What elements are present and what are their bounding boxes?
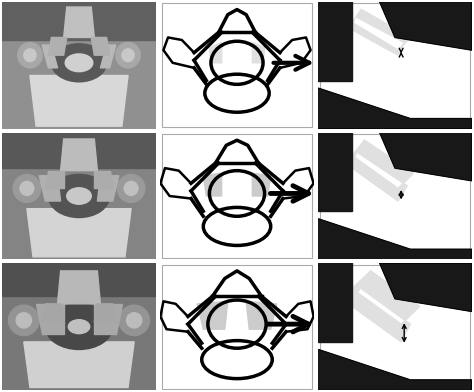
Polygon shape: [94, 304, 122, 334]
Ellipse shape: [48, 174, 109, 218]
Polygon shape: [319, 88, 472, 129]
Ellipse shape: [127, 313, 142, 328]
Ellipse shape: [122, 49, 134, 62]
Ellipse shape: [16, 313, 31, 328]
Ellipse shape: [46, 304, 113, 350]
Ellipse shape: [117, 174, 145, 202]
Polygon shape: [61, 139, 97, 171]
Polygon shape: [352, 140, 413, 201]
Ellipse shape: [124, 181, 138, 195]
Polygon shape: [42, 45, 57, 68]
Polygon shape: [246, 301, 277, 329]
Polygon shape: [57, 271, 100, 304]
Polygon shape: [97, 176, 119, 201]
Ellipse shape: [119, 305, 149, 336]
Polygon shape: [24, 342, 134, 388]
Polygon shape: [380, 2, 472, 50]
Polygon shape: [48, 38, 67, 55]
Polygon shape: [252, 173, 271, 196]
Ellipse shape: [24, 49, 36, 62]
Ellipse shape: [51, 44, 107, 82]
Ellipse shape: [13, 174, 41, 202]
Ellipse shape: [9, 305, 39, 336]
Ellipse shape: [20, 181, 34, 195]
Polygon shape: [352, 17, 404, 55]
Polygon shape: [210, 42, 222, 63]
Bar: [2, 263, 155, 296]
Polygon shape: [39, 176, 61, 201]
Polygon shape: [352, 153, 407, 201]
Ellipse shape: [68, 320, 90, 334]
Polygon shape: [352, 9, 410, 50]
Ellipse shape: [116, 42, 140, 68]
Ellipse shape: [65, 54, 93, 72]
Polygon shape: [197, 301, 228, 329]
Polygon shape: [30, 76, 128, 126]
Polygon shape: [352, 9, 410, 55]
Ellipse shape: [67, 188, 91, 204]
Polygon shape: [203, 173, 222, 196]
Polygon shape: [91, 38, 109, 55]
Polygon shape: [252, 42, 264, 63]
Polygon shape: [42, 304, 64, 321]
Polygon shape: [352, 271, 419, 342]
Polygon shape: [319, 132, 352, 211]
Polygon shape: [319, 350, 472, 390]
Bar: [2, 132, 155, 168]
Polygon shape: [94, 304, 116, 321]
Polygon shape: [319, 2, 352, 80]
Polygon shape: [94, 171, 113, 189]
Polygon shape: [319, 263, 352, 342]
Polygon shape: [100, 45, 116, 68]
Ellipse shape: [18, 42, 42, 68]
Polygon shape: [319, 219, 472, 260]
Polygon shape: [380, 132, 472, 181]
Polygon shape: [27, 209, 131, 257]
Polygon shape: [380, 263, 472, 312]
Polygon shape: [352, 271, 419, 324]
Polygon shape: [36, 304, 64, 334]
Polygon shape: [352, 140, 413, 189]
Bar: [2, 2, 155, 40]
Polygon shape: [352, 289, 410, 342]
Polygon shape: [64, 7, 94, 38]
Polygon shape: [46, 171, 64, 189]
